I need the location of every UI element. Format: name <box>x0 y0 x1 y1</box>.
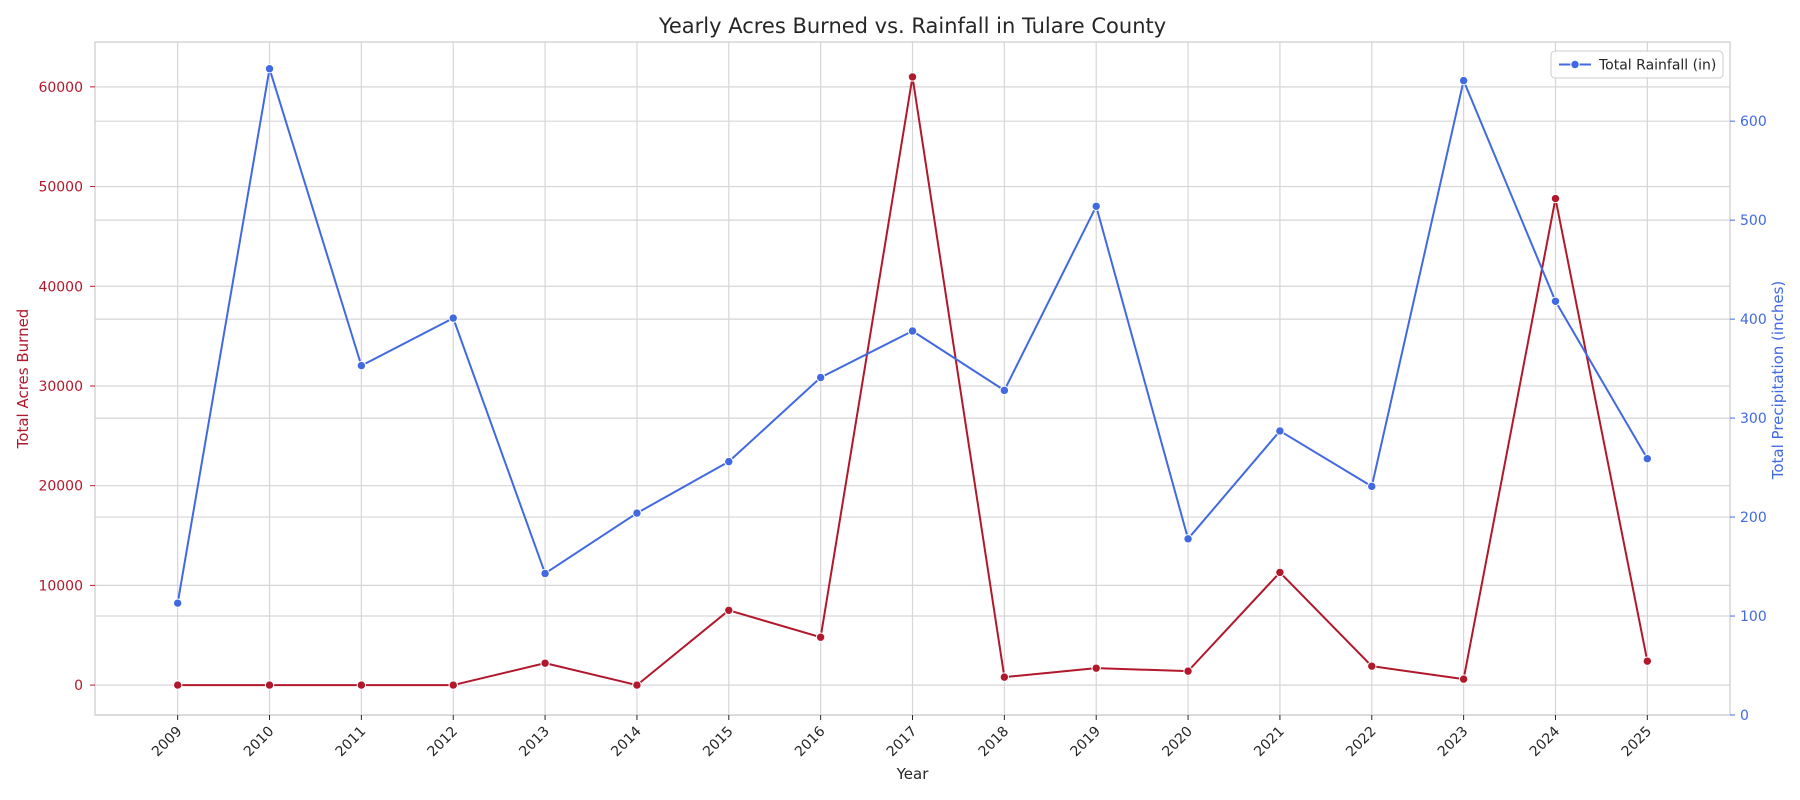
acres-point <box>907 72 918 82</box>
left-tick-label: 0 <box>74 678 83 694</box>
rainfall-point <box>1091 201 1101 211</box>
rainfall-point <box>448 313 458 323</box>
x-tick-label: 2024 <box>1527 723 1564 760</box>
acres-point <box>1550 193 1561 204</box>
x-tick-label: 2011 <box>333 724 370 761</box>
rainfall-point <box>999 385 1010 396</box>
acres-point <box>1642 656 1653 666</box>
x-tick-label: 2014 <box>608 723 645 760</box>
legend-box <box>1550 50 1724 79</box>
x-tick-label: 2010 <box>241 724 278 761</box>
x-tick-label: 2015 <box>700 724 737 761</box>
right-tick-label: 300 <box>1740 411 1767 427</box>
left-tick-label: 60000 <box>38 80 83 96</box>
x-tick-label: 2025 <box>1619 724 1656 761</box>
x-tick-label: 2016 <box>792 723 829 760</box>
x-tick-label: 2020 <box>1159 724 1196 761</box>
rainfall-point <box>632 508 642 518</box>
rainfall-point <box>540 568 550 579</box>
acres-point <box>264 680 275 690</box>
right-tick-label: 600 <box>1740 114 1767 130</box>
acres-point <box>448 680 458 690</box>
rainfall-point <box>1275 426 1285 436</box>
acres-point <box>999 672 1010 682</box>
x-tick-label: 2021 <box>1251 724 1288 761</box>
rainfall-point <box>172 598 183 608</box>
right-y-axis-title: Total Precipitation (inches) <box>1769 281 1787 481</box>
left-tick-label: 20000 <box>38 479 83 495</box>
rainfall-point <box>264 64 275 74</box>
left-tick-label: 30000 <box>38 379 83 395</box>
rainfall-point <box>1458 75 1469 86</box>
rainfall-point <box>815 372 826 383</box>
x-axis-title: Year <box>896 765 930 783</box>
rainfall-point <box>907 326 918 336</box>
right-y-axis: 0 100 200 300 400 500 600 <box>1730 114 1767 724</box>
rainfall-point <box>356 360 367 371</box>
left-y-axis: 0 10000 20000 30000 40000 50000 60000 <box>38 80 95 694</box>
rainfall-point <box>1550 296 1561 307</box>
x-tick-label: 2017 <box>884 724 921 761</box>
x-tick-label: 2012 <box>425 724 462 761</box>
x-tick-label: 2023 <box>1435 724 1472 761</box>
acres-point <box>356 680 367 690</box>
left-y-axis-title: Total Acres Burned <box>14 309 32 450</box>
acres-point <box>1275 567 1285 578</box>
left-tick-label: 10000 <box>38 578 83 594</box>
right-tick-label: 400 <box>1740 312 1767 328</box>
acres-point <box>1367 661 1377 671</box>
right-tick-label: 200 <box>1740 510 1767 526</box>
rainfall-point <box>724 456 734 467</box>
x-tick-label: 2013 <box>516 724 553 761</box>
left-tick-label: 40000 <box>38 279 83 295</box>
legend-marker-swatch <box>1570 59 1580 70</box>
grid <box>95 42 1730 716</box>
acres-point <box>1458 674 1469 684</box>
acres-point <box>540 658 550 668</box>
right-tick-label: 500 <box>1740 213 1767 229</box>
legend: Total Rainfall (in) <box>1550 50 1724 79</box>
acres-point <box>172 680 183 690</box>
x-tick-label: 2009 <box>149 724 186 761</box>
legend-label: Total Rainfall (in) <box>1598 58 1716 74</box>
rainfall-point <box>1183 534 1193 544</box>
x-tick-label: 2022 <box>1343 724 1380 761</box>
chart-title: Yearly Acres Burned vs. Rainfall in Tula… <box>658 14 1166 38</box>
acres-point <box>1091 663 1101 673</box>
x-tick-label: 2019 <box>1068 724 1105 761</box>
right-tick-label: 0 <box>1740 708 1749 724</box>
rainfall-point <box>1642 453 1653 464</box>
right-tick-label: 100 <box>1740 609 1767 625</box>
left-tick-label: 50000 <box>38 180 83 196</box>
acres-point <box>632 680 642 690</box>
x-tick-label: 2018 <box>976 724 1013 761</box>
acres-point <box>1183 666 1193 676</box>
series <box>172 64 1653 690</box>
x-axis: 2009 2010 2011 2012 2013 2014 2015 2016 2017 2018… <box>149 715 1655 760</box>
acres-point <box>724 605 734 616</box>
acres-point <box>815 632 826 642</box>
rainfall-point <box>1367 481 1377 492</box>
